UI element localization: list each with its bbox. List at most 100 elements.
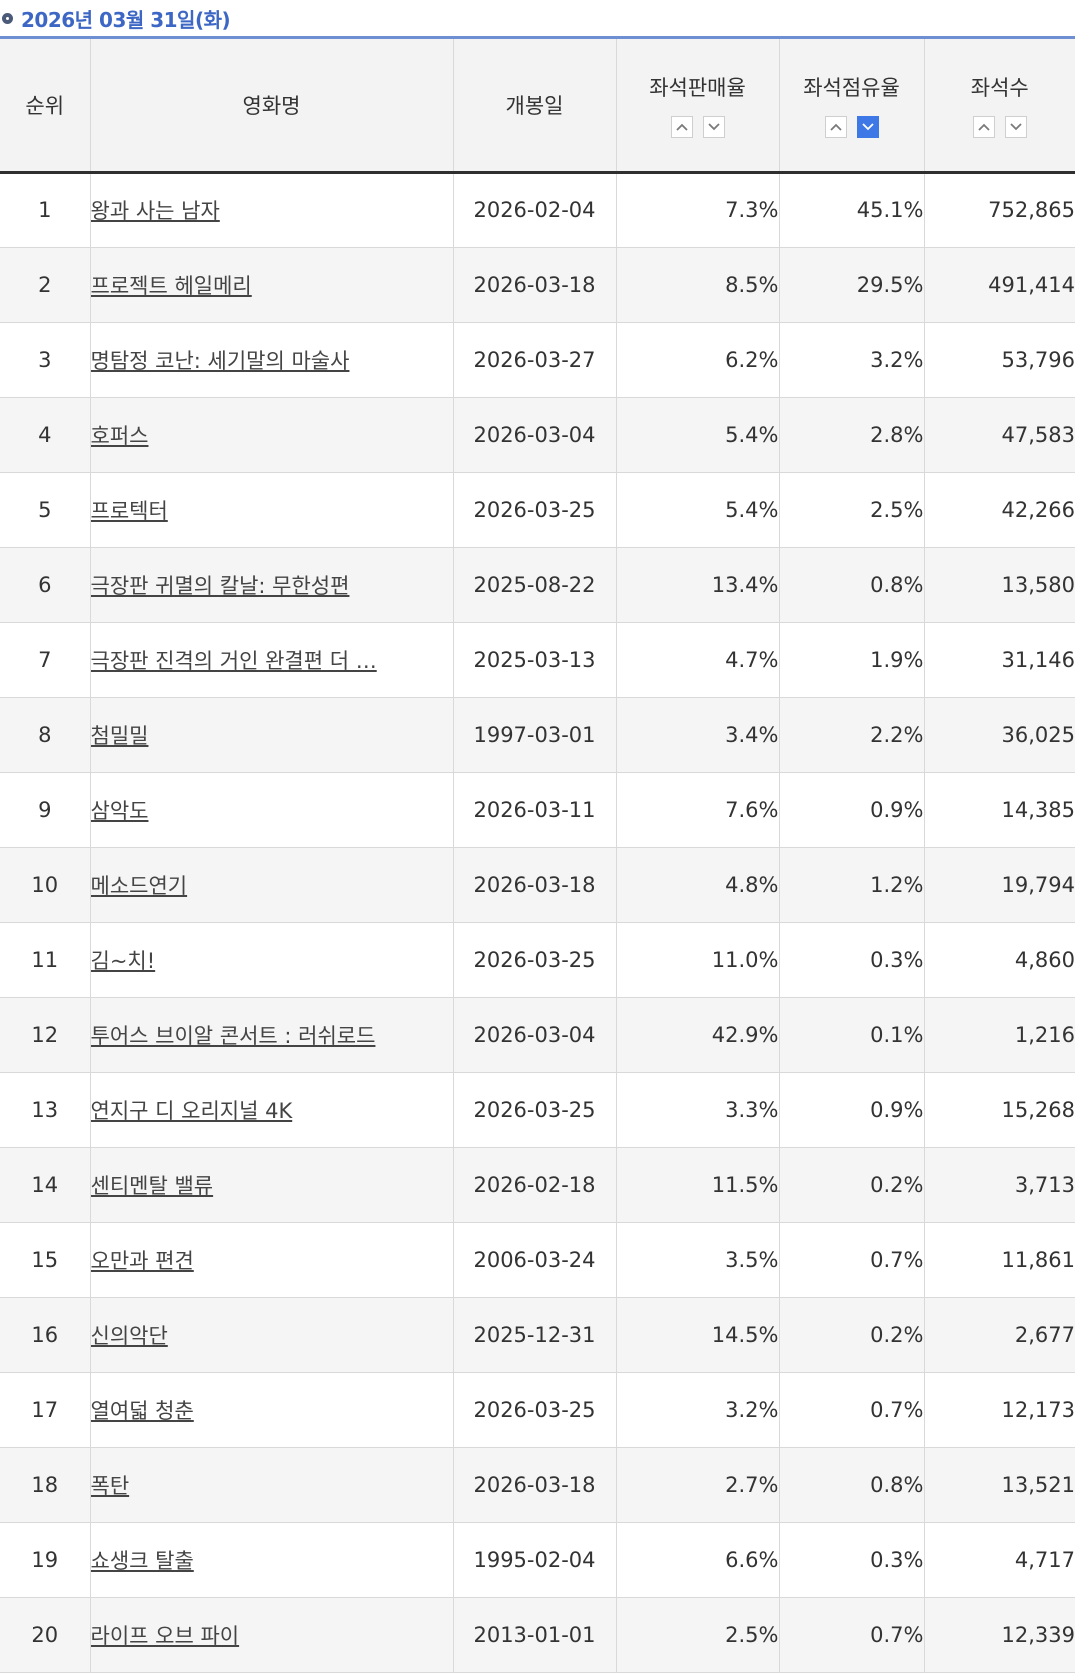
- table-header-row: 순위 영화명 개봉일 좌석판매율 좌석점유율: [0, 39, 1075, 172]
- cell-release-date: 2026-03-11: [453, 772, 616, 847]
- movie-title-link[interactable]: 열여덟 청춘: [91, 1399, 194, 1423]
- sort-desc-sales-rate-button[interactable]: [703, 116, 725, 138]
- column-header-rank: 순위: [0, 39, 90, 172]
- sort-controls-sales-rate: [617, 116, 779, 138]
- cell-sales-rate: 2.7%: [616, 1447, 779, 1522]
- cell-rank: 20: [0, 1597, 90, 1672]
- movie-title-link[interactable]: 삼악도: [91, 799, 149, 823]
- table-row: 5 프로텍터 2026-03-25 5.4% 2.5% 42,266: [0, 472, 1075, 547]
- cell-seat-count: 31,146: [924, 622, 1075, 697]
- cell-title: 메소드연기: [90, 847, 453, 922]
- cell-sales-rate: 3.4%: [616, 697, 779, 772]
- cell-rank: 17: [0, 1372, 90, 1447]
- table-row: 11 김~치! 2026-03-25 11.0% 0.3% 4,860: [0, 922, 1075, 997]
- movie-title-link[interactable]: 투어스 브이알 콘서트 : 러쉬로드: [91, 1024, 376, 1048]
- cell-title: 쇼생크 탈출: [90, 1522, 453, 1597]
- cell-seat-count: 14,385: [924, 772, 1075, 847]
- cell-rank: 18: [0, 1447, 90, 1522]
- cell-seat-share: 0.8%: [779, 547, 924, 622]
- date-title: 2026년 03월 31일(화): [21, 4, 230, 33]
- cell-rank: 14: [0, 1147, 90, 1222]
- table-row: 8 첨밀밀 1997-03-01 3.4% 2.2% 36,025: [0, 697, 1075, 772]
- cell-seat-share: 45.1%: [779, 172, 924, 247]
- table-row: 16 신의악단 2025-12-31 14.5% 0.2% 2,677: [0, 1297, 1075, 1372]
- cell-release-date: 2025-08-22: [453, 547, 616, 622]
- movie-title-link[interactable]: 프로텍터: [91, 499, 168, 523]
- cell-title: 왕과 사는 남자: [90, 172, 453, 247]
- sort-asc-sales-rate-button[interactable]: [671, 116, 693, 138]
- cell-seat-share: 0.1%: [779, 997, 924, 1072]
- movie-title-link[interactable]: 프로젝트 헤일메리: [91, 274, 252, 298]
- cell-rank: 6: [0, 547, 90, 622]
- movie-title-link[interactable]: 라이프 오브 파이: [91, 1624, 240, 1648]
- movie-title-link[interactable]: 센티멘탈 밸류: [91, 1174, 214, 1198]
- column-label-sales-rate: 좌석판매율: [617, 72, 779, 102]
- table-row: 14 센티멘탈 밸류 2026-02-18 11.5% 0.2% 3,713: [0, 1147, 1075, 1222]
- movie-title-link[interactable]: 폭탄: [91, 1474, 130, 1498]
- movie-title-link[interactable]: 극장판 진격의 거인 완결편 더 …: [91, 649, 377, 673]
- cell-title: 투어스 브이알 콘서트 : 러쉬로드: [90, 997, 453, 1072]
- cell-sales-rate: 13.4%: [616, 547, 779, 622]
- cell-release-date: 2025-12-31: [453, 1297, 616, 1372]
- table-row: 18 폭탄 2026-03-18 2.7% 0.8% 13,521: [0, 1447, 1075, 1522]
- cell-rank: 16: [0, 1297, 90, 1372]
- cell-seat-share: 0.2%: [779, 1297, 924, 1372]
- sort-desc-seats-button[interactable]: [1005, 116, 1027, 138]
- sort-asc-share-button[interactable]: [825, 116, 847, 138]
- table-row: 3 명탐정 코난: 세기말의 마술사 2026-03-27 6.2% 3.2% …: [0, 322, 1075, 397]
- movie-title-link[interactable]: 쇼생크 탈출: [91, 1549, 194, 1573]
- cell-sales-rate: 6.2%: [616, 322, 779, 397]
- cell-seat-count: 13,580: [924, 547, 1075, 622]
- cell-title: 극장판 귀멸의 칼날: 무한성편: [90, 547, 453, 622]
- table-row: 10 메소드연기 2026-03-18 4.8% 1.2% 19,794: [0, 847, 1075, 922]
- chevron-up-icon: [676, 123, 688, 131]
- sort-asc-seats-button[interactable]: [973, 116, 995, 138]
- cell-seat-share: 29.5%: [779, 247, 924, 322]
- cell-seat-count: 1,216: [924, 997, 1075, 1072]
- movie-title-link[interactable]: 왕과 사는 남자: [91, 199, 220, 223]
- cell-title: 폭탄: [90, 1447, 453, 1522]
- cell-release-date: 2026-02-18: [453, 1147, 616, 1222]
- table-row: 15 오만과 편견 2006-03-24 3.5% 0.7% 11,861: [0, 1222, 1075, 1297]
- movie-title-link[interactable]: 김~치!: [91, 949, 156, 973]
- movie-title-link[interactable]: 첨밀밀: [91, 724, 149, 748]
- movie-title-link[interactable]: 극장판 귀멸의 칼날: 무한성편: [91, 574, 350, 598]
- cell-release-date: 2026-03-25: [453, 1072, 616, 1147]
- cell-title: 명탐정 코난: 세기말의 마술사: [90, 322, 453, 397]
- movie-title-link[interactable]: 신의악단: [91, 1324, 168, 1348]
- cell-seat-count: 12,339: [924, 1597, 1075, 1672]
- column-label-rank: 순위: [0, 90, 90, 120]
- cell-title: 프로젝트 헤일메리: [90, 247, 453, 322]
- movie-title-link[interactable]: 호퍼스: [91, 424, 149, 448]
- column-header-release: 개봉일: [453, 39, 616, 172]
- cell-seat-share: 0.8%: [779, 1447, 924, 1522]
- column-label-seats: 좌석수: [925, 72, 1075, 102]
- cell-sales-rate: 4.8%: [616, 847, 779, 922]
- cell-seat-count: 4,717: [924, 1522, 1075, 1597]
- movie-title-link[interactable]: 메소드연기: [91, 874, 188, 898]
- cell-sales-rate: 2.5%: [616, 1597, 779, 1672]
- cell-seat-count: 15,268: [924, 1072, 1075, 1147]
- chevron-down-icon: [708, 123, 720, 131]
- movie-title-link[interactable]: 명탐정 코난: 세기말의 마술사: [91, 349, 350, 373]
- cell-title: 삼악도: [90, 772, 453, 847]
- cell-rank: 13: [0, 1072, 90, 1147]
- cell-seat-share: 1.9%: [779, 622, 924, 697]
- sort-desc-share-button[interactable]: [857, 116, 879, 138]
- chevron-down-icon: [862, 123, 874, 131]
- cell-seat-count: 47,583: [924, 397, 1075, 472]
- cell-title: 첨밀밀: [90, 697, 453, 772]
- cell-sales-rate: 14.5%: [616, 1297, 779, 1372]
- cell-title: 센티멘탈 밸류: [90, 1147, 453, 1222]
- cell-release-date: 2026-03-18: [453, 847, 616, 922]
- movie-title-link[interactable]: 연지구 디 오리지널 4K: [91, 1099, 293, 1123]
- cell-seat-share: 0.7%: [779, 1597, 924, 1672]
- movie-title-link[interactable]: 오만과 편견: [91, 1249, 194, 1273]
- cell-rank: 9: [0, 772, 90, 847]
- column-header-share: 좌석점유율: [779, 39, 924, 172]
- cell-title: 프로텍터: [90, 472, 453, 547]
- table-row: 1 왕과 사는 남자 2026-02-04 7.3% 45.1% 752,865: [0, 172, 1075, 247]
- cell-rank: 12: [0, 997, 90, 1072]
- cell-seat-count: 53,796: [924, 322, 1075, 397]
- column-header-seats: 좌석수: [924, 39, 1075, 172]
